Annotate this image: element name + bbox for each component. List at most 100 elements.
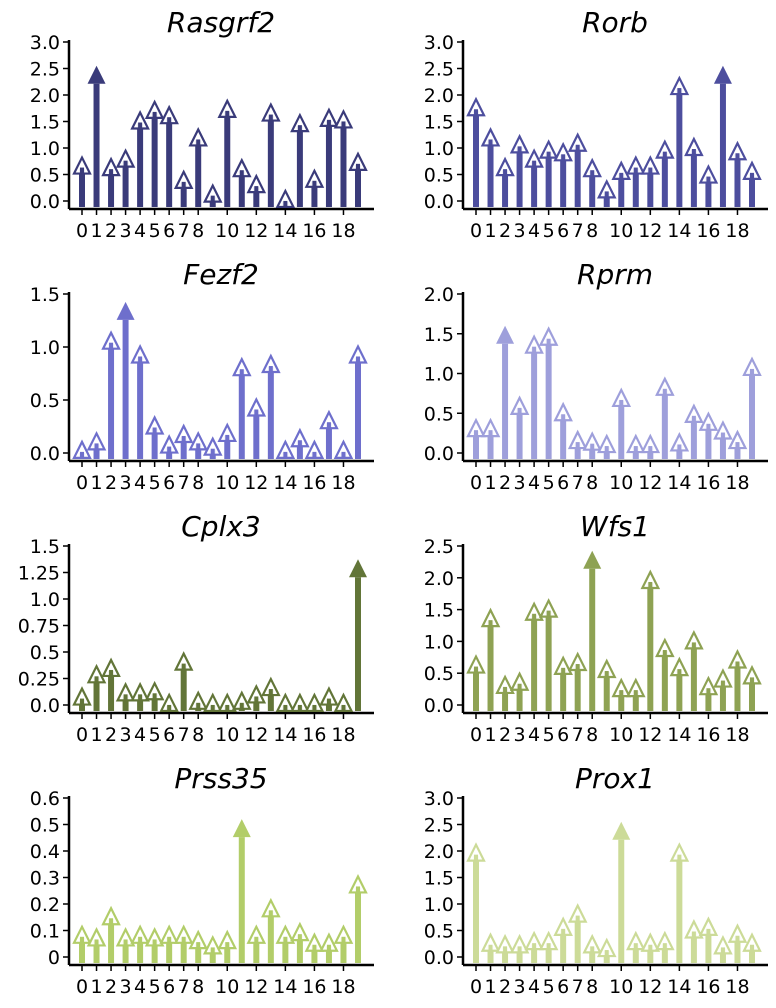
y-tick-label: 1.5 xyxy=(424,112,454,134)
y-tick-label: 1.0 xyxy=(30,138,60,160)
x-tick-label: 18 xyxy=(331,220,355,242)
x-tick-label: 7 xyxy=(572,220,584,242)
y-tick-label: 2.5 xyxy=(30,59,60,81)
x-tick-label: 16 xyxy=(302,724,326,746)
x-tick-label: 10 xyxy=(215,724,239,746)
x-tick-label: 16 xyxy=(696,976,720,998)
x-tick-label: 12 xyxy=(244,472,268,494)
y-tick-label: 0.6 xyxy=(30,788,60,810)
panel-title: Rprm xyxy=(577,258,653,291)
x-tick-label: 7 xyxy=(572,472,584,494)
y-tick-label: 0.25 xyxy=(18,669,60,691)
x-tick-label: 7 xyxy=(572,976,584,998)
bar-arrowhead xyxy=(713,65,732,84)
x-tick-label: 3 xyxy=(120,472,132,494)
y-tick-label: 0.5 xyxy=(30,815,60,837)
x-tick-label: 6 xyxy=(163,220,175,242)
y-tick-label: 0.0 xyxy=(424,947,454,969)
x-tick-label: 5 xyxy=(149,976,161,998)
x-tick-label: 12 xyxy=(244,976,268,998)
y-tick-label: 0.2 xyxy=(30,894,60,916)
x-tick-label: 16 xyxy=(696,220,720,242)
x-tick-label: 4 xyxy=(528,220,540,242)
x-tick-label: 14 xyxy=(667,220,691,242)
x-tick-label: 8 xyxy=(586,724,598,746)
y-tick-label: 2.5 xyxy=(424,815,454,837)
x-tick-label: 5 xyxy=(149,472,161,494)
x-tick-label: 5 xyxy=(543,724,555,746)
x-tick-label: 1 xyxy=(90,220,102,242)
x-tick-label: 8 xyxy=(192,220,204,242)
x-tick-label: 4 xyxy=(528,724,540,746)
x-tick-label: 4 xyxy=(528,976,540,998)
y-tick-label: 0.0 xyxy=(424,191,454,213)
x-tick-label: 10 xyxy=(609,724,633,746)
x-tick-label: 1 xyxy=(90,976,102,998)
x-tick-label: 7 xyxy=(572,724,584,746)
x-tick-label: 6 xyxy=(163,976,175,998)
x-tick-label: 0 xyxy=(76,472,88,494)
x-tick-label: 3 xyxy=(514,976,526,998)
y-tick-label: 1.25 xyxy=(18,563,60,585)
x-tick-label: 10 xyxy=(215,976,239,998)
x-tick-label: 4 xyxy=(528,472,540,494)
y-tick-label: 3.0 xyxy=(424,32,454,54)
panel-title: Prox1 xyxy=(575,762,655,795)
x-tick-label: 2 xyxy=(105,220,117,242)
y-tick-label: 1.5 xyxy=(424,324,454,346)
y-tick-label: 1.0 xyxy=(30,589,60,611)
y-tick-label: 2.0 xyxy=(424,85,454,107)
x-tick-label: 0 xyxy=(470,472,482,494)
bar-arrowhead xyxy=(612,821,631,840)
y-tick-label: 0.0 xyxy=(424,443,454,465)
y-tick-label: 0.5 xyxy=(424,663,454,685)
x-tick-label: 4 xyxy=(134,976,146,998)
x-tick-label: 4 xyxy=(134,724,146,746)
y-tick-label: 1.5 xyxy=(30,112,60,134)
y-tick-label: 0.4 xyxy=(30,841,60,863)
x-tick-label: 1 xyxy=(484,724,496,746)
x-tick-label: 14 xyxy=(667,724,691,746)
x-tick-label: 0 xyxy=(470,976,482,998)
x-tick-label: 1 xyxy=(484,976,496,998)
bar-arrowhead xyxy=(496,325,515,344)
x-tick-label: 8 xyxy=(192,976,204,998)
x-tick-label: 3 xyxy=(120,976,132,998)
x-tick-label: 3 xyxy=(514,724,526,746)
x-tick-label: 12 xyxy=(638,220,662,242)
panel-title: Wfs1 xyxy=(580,510,650,543)
x-tick-label: 8 xyxy=(192,472,204,494)
x-tick-label: 2 xyxy=(499,472,511,494)
y-tick-label: 0.5 xyxy=(30,390,60,412)
bar-arrowhead xyxy=(583,550,602,569)
y-tick-label: 1.0 xyxy=(424,631,454,653)
x-tick-label: 12 xyxy=(244,724,268,746)
x-tick-label: 16 xyxy=(302,472,326,494)
panel-title: Cplx3 xyxy=(181,510,261,543)
x-tick-label: 0 xyxy=(76,724,88,746)
x-tick-label: 3 xyxy=(514,472,526,494)
x-tick-label: 14 xyxy=(667,976,691,998)
x-tick-label: 5 xyxy=(543,976,555,998)
x-tick-label: 10 xyxy=(215,472,239,494)
x-tick-label: 10 xyxy=(609,220,633,242)
x-tick-label: 2 xyxy=(499,976,511,998)
y-tick-label: 1.0 xyxy=(424,364,454,386)
x-tick-label: 5 xyxy=(149,724,161,746)
y-tick-label: 1.5 xyxy=(30,284,60,306)
x-tick-label: 12 xyxy=(638,472,662,494)
y-tick-label: 0.0 xyxy=(424,695,454,717)
x-tick-label: 2 xyxy=(105,472,117,494)
x-tick-label: 14 xyxy=(273,472,297,494)
y-tick-label: 2.0 xyxy=(424,568,454,590)
x-tick-label: 3 xyxy=(120,724,132,746)
y-tick-label: 3.0 xyxy=(30,32,60,54)
x-tick-label: 4 xyxy=(134,220,146,242)
y-tick-label: 2.0 xyxy=(424,284,454,306)
